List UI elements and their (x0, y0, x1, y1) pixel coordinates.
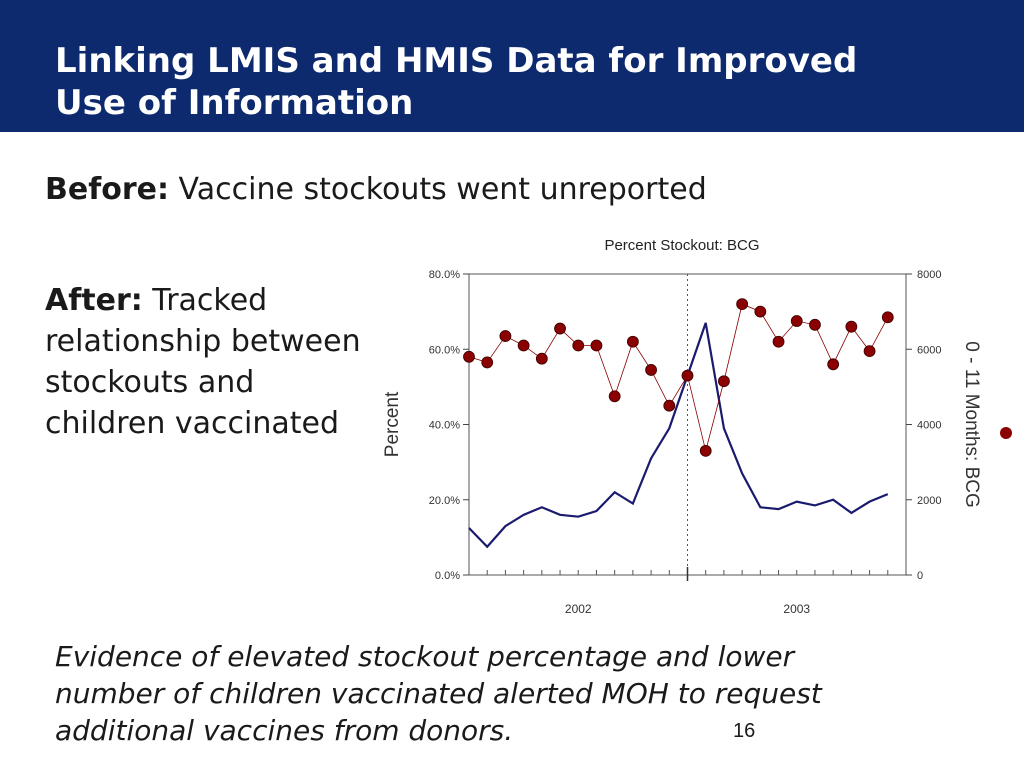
y2-tick-label: 0 (917, 570, 923, 582)
y-tick-label: 80.0% (429, 269, 460, 281)
stockout-point (554, 322, 566, 335)
stockout-point (663, 399, 676, 412)
chart-title: Percent Stockout: BCG (604, 237, 759, 254)
y-tick-label: 60.0% (429, 344, 460, 356)
stockout-point (845, 320, 858, 333)
stockout-point (626, 335, 639, 348)
x-tick-label: 2003 (783, 602, 810, 616)
x-tick-label: 2002 (565, 602, 592, 616)
stockout-point (681, 369, 694, 382)
slide-title-line-1: Linking LMIS and HMIS Data for Improved (55, 41, 858, 81)
stockout-point (881, 311, 894, 324)
stockout-point (863, 345, 876, 358)
vaccinated-line (468, 322, 889, 549)
stockout-point (463, 350, 475, 363)
evidence-statement: Evidence of elevated stockout percentage… (55, 638, 935, 749)
stockout-point (754, 305, 767, 318)
before-text: Vaccine stockouts went unreported (169, 172, 707, 207)
y2-tick-label: 6000 (917, 344, 941, 356)
stockout-point (535, 352, 548, 365)
after-text: Tracked relationship between stockouts a… (45, 283, 361, 441)
y2-tick-label: 4000 (917, 420, 941, 432)
legend-marker (1000, 427, 1012, 439)
stockout-point (699, 444, 712, 457)
stockout-point (517, 339, 530, 352)
y2-tick-label: 8000 (917, 269, 941, 281)
evidence-line-3: additional vaccines from donors. (55, 714, 514, 747)
slide-title-line-2: Use of Information (55, 83, 414, 123)
y2-axis-label: 0 - 11 Months: BCG (961, 341, 982, 508)
after-label: After: (45, 283, 143, 318)
before-label: Before: (45, 172, 170, 207)
title-bar: Linking LMIS and HMIS Data for Improved … (0, 0, 1024, 132)
evidence-line-2: number of children vaccinated alerted MO… (55, 677, 822, 710)
after-statement: After: Tracked relationship between stoc… (45, 280, 375, 444)
stockout-point (481, 356, 494, 369)
y2-tick-label: 2000 (917, 495, 941, 507)
stockout-point (645, 364, 657, 376)
evidence-line-1: Evidence of elevated stockout percentage… (55, 640, 795, 673)
stockout-point (499, 330, 512, 342)
stockout-point (572, 339, 585, 352)
stockout-point (827, 358, 840, 371)
stockout-point (736, 298, 749, 310)
y-tick-label: 0.0% (435, 570, 460, 582)
stockout-point (590, 339, 603, 352)
stockout-point (809, 318, 821, 331)
stockout-point (608, 390, 621, 403)
y-tick-label: 20.0% (429, 495, 460, 507)
page-number: 16 (733, 720, 756, 742)
before-statement: Before: Vaccine stockouts went unreporte… (45, 172, 707, 207)
stockout-chart: Percent Stockout: BCG 0.0% 20.0% 40.0% 60.0%… (370, 228, 1024, 628)
stockout-line (468, 303, 889, 451)
stockout-point (718, 375, 730, 388)
y-tick-label: 40.0% (429, 420, 460, 432)
stockout-chart-svg: Percent Stockout: BCG 0.0% 20.0% 40.0% 60.0%… (382, 237, 1012, 616)
slide-title: Linking LMIS and HMIS Data for Improved … (55, 40, 955, 124)
y-axis-label: Percent (382, 391, 403, 457)
stockout-point (772, 335, 785, 348)
stockout-point (790, 315, 803, 327)
